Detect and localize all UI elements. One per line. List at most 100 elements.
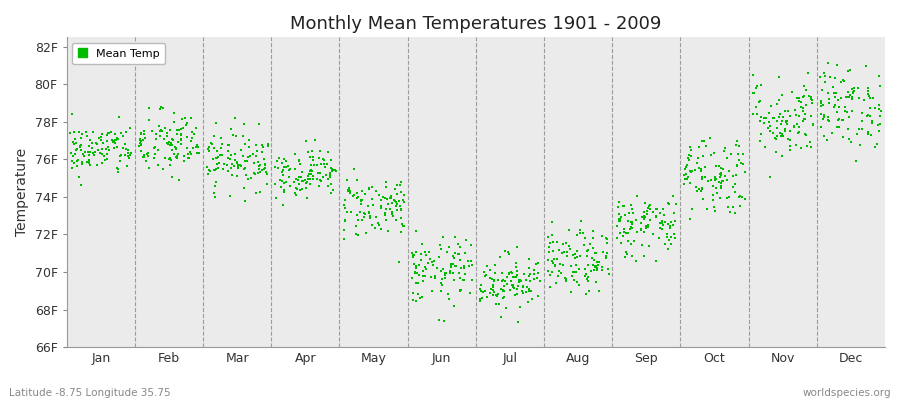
Point bbox=[325, 166, 339, 172]
Point bbox=[382, 194, 397, 201]
Point bbox=[381, 200, 395, 207]
Point bbox=[228, 114, 242, 121]
Point bbox=[504, 278, 518, 285]
Point bbox=[692, 144, 706, 150]
Point bbox=[79, 128, 94, 135]
Point bbox=[299, 185, 313, 191]
Point bbox=[695, 174, 709, 180]
Point bbox=[453, 275, 467, 282]
Point bbox=[533, 278, 547, 284]
Point bbox=[827, 90, 842, 96]
Point bbox=[276, 180, 291, 186]
Point bbox=[701, 177, 716, 184]
Point bbox=[249, 153, 264, 159]
Point bbox=[541, 268, 555, 274]
Point bbox=[746, 72, 760, 78]
Point bbox=[733, 192, 747, 199]
Point bbox=[787, 124, 801, 130]
Point bbox=[760, 124, 775, 131]
Point bbox=[141, 150, 156, 156]
Point bbox=[630, 228, 644, 235]
Point bbox=[600, 240, 615, 246]
Point bbox=[298, 177, 312, 183]
Point bbox=[187, 131, 202, 137]
Point bbox=[207, 144, 221, 151]
Point bbox=[714, 180, 728, 186]
Point bbox=[502, 271, 517, 278]
Point bbox=[797, 116, 812, 122]
Point bbox=[452, 270, 466, 276]
Point bbox=[487, 289, 501, 295]
Point bbox=[588, 264, 602, 270]
Point bbox=[422, 249, 436, 256]
Point bbox=[192, 150, 206, 156]
Point bbox=[783, 128, 797, 134]
Point bbox=[246, 150, 260, 157]
Point bbox=[339, 209, 354, 216]
Point bbox=[558, 275, 572, 281]
Point bbox=[642, 203, 656, 209]
Point bbox=[735, 161, 750, 167]
Point bbox=[328, 168, 343, 174]
Point bbox=[521, 298, 535, 305]
Point bbox=[776, 133, 790, 139]
Point bbox=[225, 172, 239, 178]
Point bbox=[465, 262, 480, 268]
Point bbox=[515, 288, 529, 295]
Point bbox=[410, 290, 425, 297]
Point bbox=[677, 172, 691, 178]
Point bbox=[497, 288, 511, 294]
Point bbox=[563, 289, 578, 296]
Point bbox=[95, 150, 110, 157]
Point bbox=[85, 140, 99, 146]
Point bbox=[580, 248, 594, 254]
Point bbox=[749, 85, 763, 91]
Point bbox=[157, 136, 171, 142]
Point bbox=[759, 115, 773, 121]
Point bbox=[257, 164, 272, 171]
Point bbox=[344, 209, 358, 216]
Point bbox=[385, 209, 400, 215]
Point bbox=[822, 100, 836, 106]
Point bbox=[512, 277, 526, 284]
Point bbox=[643, 217, 657, 224]
Point bbox=[122, 154, 137, 161]
Point bbox=[181, 155, 195, 162]
Point bbox=[464, 277, 479, 284]
Point bbox=[814, 103, 828, 109]
Point bbox=[682, 157, 697, 163]
Point bbox=[829, 109, 843, 115]
Point bbox=[525, 296, 539, 302]
Point bbox=[793, 99, 807, 105]
Point bbox=[201, 171, 215, 178]
Point bbox=[564, 273, 579, 280]
Point bbox=[851, 126, 866, 132]
Point bbox=[94, 137, 108, 143]
Point bbox=[374, 205, 388, 211]
Point bbox=[578, 265, 592, 272]
Point bbox=[698, 174, 712, 180]
Point bbox=[461, 258, 475, 264]
Point bbox=[82, 152, 96, 158]
Point bbox=[228, 151, 242, 157]
Point bbox=[449, 263, 464, 269]
Point bbox=[310, 162, 325, 168]
Point bbox=[706, 192, 720, 198]
Point bbox=[518, 271, 532, 277]
Point bbox=[247, 169, 261, 176]
Point bbox=[834, 117, 849, 124]
Point bbox=[479, 272, 493, 278]
Point bbox=[325, 167, 339, 173]
Point bbox=[153, 128, 167, 134]
Point bbox=[185, 135, 200, 142]
Point bbox=[73, 144, 87, 150]
Point bbox=[860, 91, 875, 98]
Point bbox=[411, 262, 426, 268]
Point bbox=[366, 202, 381, 208]
Point bbox=[289, 184, 303, 191]
Point bbox=[473, 295, 488, 302]
Point bbox=[828, 75, 842, 81]
Point bbox=[818, 79, 832, 85]
Point bbox=[108, 140, 122, 146]
Point bbox=[152, 122, 166, 129]
